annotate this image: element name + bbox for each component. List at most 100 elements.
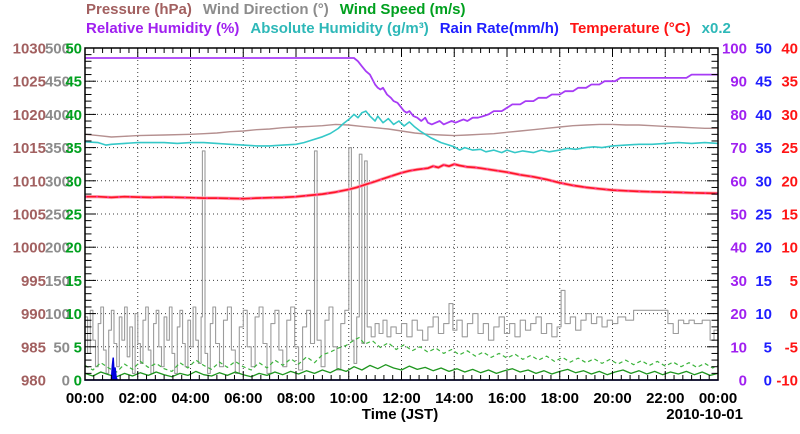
- y-tick-label-relative-humidity: 40: [730, 240, 747, 257]
- x-tick-label: 06:00: [224, 390, 262, 407]
- y-tick-label-rain-rate: 40: [755, 107, 772, 124]
- y-tick-label-relative-humidity: 100: [722, 41, 747, 58]
- y-tick-label-rain-rate: 15: [755, 273, 772, 290]
- y-tick-label-relative-humidity: 70: [730, 140, 747, 157]
- y-tick-label-relative-humidity: 20: [730, 306, 747, 323]
- y-tick-label-wind-speed: 35: [65, 140, 82, 157]
- y-tick-label-pressure: 1005: [13, 207, 46, 224]
- legend-wind-speed: Wind Speed (m/s): [339, 1, 466, 18]
- x-tick-label: 14:00: [435, 390, 473, 407]
- y-tick-label-wind-direction: 450: [45, 74, 70, 91]
- x-tick-label: 18:00: [541, 390, 579, 407]
- y-tick-label-temperature: 30: [781, 107, 798, 124]
- y-tick-label-relative-humidity: 0: [739, 373, 747, 390]
- x-tick-label: 22:00: [646, 390, 684, 407]
- y-tick-label-relative-humidity: 90: [730, 74, 747, 91]
- y-tick-label-wind-speed: 10: [65, 306, 82, 323]
- y-tick-label-wind-direction: 50: [53, 339, 70, 356]
- y-tick-label-pressure: 980: [21, 373, 46, 390]
- x-tick-label: 02:00: [119, 390, 157, 407]
- y-tick-label-wind-speed: 5: [74, 339, 82, 356]
- y-tick-label-temperature: 40: [781, 41, 798, 58]
- chart-legend: Pressure (hPa) Wind Direction (°) Wind S…: [86, 0, 800, 38]
- y-tick-label-rain-rate: 45: [755, 74, 772, 91]
- y-tick-label-wind-direction: 250: [45, 207, 70, 224]
- x-tick-label: 00:00: [66, 390, 104, 407]
- y-tick-label-wind-speed: 40: [65, 107, 82, 124]
- x-tick-label: 08:00: [277, 390, 315, 407]
- y-tick-label-pressure: 985: [21, 339, 46, 356]
- x-tick-label: 16:00: [488, 390, 526, 407]
- y-tick-label-rain-rate: 25: [755, 207, 772, 224]
- y-tick-label-relative-humidity: 80: [730, 107, 747, 124]
- y-tick-label-wind-speed: 20: [65, 240, 82, 257]
- y-tick-label-rain-rate: 30: [755, 173, 772, 190]
- y-tick-label-temperature: -10: [776, 373, 798, 390]
- y-tick-label-wind-direction: 0: [62, 373, 70, 390]
- y-tick-label-temperature: 25: [781, 140, 798, 157]
- y-tick-label-relative-humidity: 30: [730, 273, 747, 290]
- x-tick-label: 00:00: [699, 390, 737, 407]
- x-tick-label: 04:00: [171, 390, 209, 407]
- y-tick-label-temperature: 5: [790, 273, 798, 290]
- x-tick-label: 12:00: [382, 390, 420, 407]
- legend-absolute-humidity: Absolute Humidity (g/m³): [250, 20, 429, 37]
- y-tick-label-rain-rate: 10: [755, 306, 772, 323]
- x-tick-label: 10:00: [330, 390, 368, 407]
- y-tick-label-wind-speed: 50: [65, 41, 82, 58]
- y-tick-label-wind-direction: 100: [45, 306, 70, 323]
- y-tick-label-pressure: 1000: [13, 240, 46, 257]
- y-tick-label-wind-speed: 15: [65, 273, 82, 290]
- y-tick-label-pressure: 990: [21, 306, 46, 323]
- y-tick-label-wind-speed: 45: [65, 74, 82, 91]
- y-tick-label-pressure: 1020: [13, 107, 46, 124]
- legend-relative-humidity: Relative Humidity (%): [86, 20, 240, 37]
- y-tick-label-pressure: 1010: [13, 173, 46, 190]
- legend-row-1: Pressure (hPa) Wind Direction (°) Wind S…: [86, 0, 800, 19]
- plot-frame: [84, 47, 719, 381]
- legend-wind-direction: Wind Direction (°): [202, 1, 329, 18]
- y-tick-label-pressure: 1015: [13, 140, 46, 157]
- x-tick-label: 20:00: [593, 390, 631, 407]
- y-tick-label-wind-direction: 150: [45, 273, 70, 290]
- legend-temperature: Temperature (°C): [569, 20, 691, 37]
- series-temperature-underlay: [85, 162, 719, 201]
- y-tick-label-wind-direction: 200: [45, 240, 70, 257]
- y-tick-label-relative-humidity: 50: [730, 207, 747, 224]
- legend-row-2: Relative Humidity (%) Absolute Humidity …: [86, 19, 800, 38]
- y-tick-label-pressure: 995: [21, 273, 46, 290]
- series-temperature-line: [85, 163, 719, 200]
- y-tick-label-temperature: 15: [781, 207, 798, 224]
- y-tick-label-wind-direction: 300: [45, 173, 70, 190]
- y-tick-label-temperature: 0: [790, 306, 798, 323]
- legend-scale-note: x0.2: [701, 20, 731, 37]
- series-wind-speed-gust-line: [84, 336, 719, 373]
- series-absolute-humidity-line: [84, 110, 719, 154]
- y-tick-label-rain-rate: 5: [764, 339, 772, 356]
- chart-date: 2010-10-01: [666, 406, 743, 423]
- series-temperature-overlay: [85, 163, 719, 200]
- legend-rain-rate: Rain Rate(mm/h): [439, 20, 559, 37]
- y-tick-label-wind-direction: 500: [45, 41, 70, 58]
- y-tick-label-wind-speed: 0: [74, 373, 82, 390]
- y-tick-label-wind-speed: 25: [65, 207, 82, 224]
- series-relative-humidity-line: [85, 57, 718, 126]
- y-tick-label-wind-direction: 350: [45, 140, 70, 157]
- y-tick-label-temperature: 35: [781, 74, 798, 91]
- y-tick-label-rain-rate: 0: [764, 373, 772, 390]
- series-pressure-line: [84, 123, 718, 138]
- y-tick-label-pressure: 1025: [13, 74, 46, 91]
- y-tick-label-wind-direction: 400: [45, 107, 70, 124]
- y-tick-label-relative-humidity: 10: [730, 339, 747, 356]
- legend-pressure: Pressure (hPa): [86, 1, 192, 18]
- y-tick-label-relative-humidity: 60: [730, 173, 747, 190]
- y-tick-label-temperature: 20: [781, 173, 798, 190]
- x-axis-title: Time (JST): [361, 406, 439, 423]
- y-tick-label-temperature: -5: [785, 339, 798, 356]
- y-tick-label-temperature: 10: [781, 240, 798, 257]
- y-tick-label-pressure: 1030: [13, 41, 46, 58]
- y-tick-label-wind-speed: 30: [65, 173, 82, 190]
- y-tick-label-rain-rate: 35: [755, 140, 772, 157]
